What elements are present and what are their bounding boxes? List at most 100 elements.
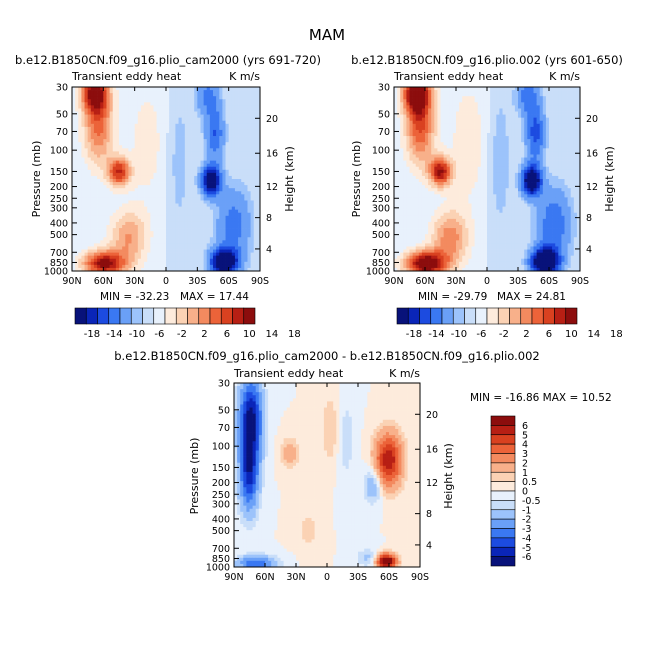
field-cell: [213, 185, 217, 189]
field-cell: [175, 142, 179, 146]
field-cell: [100, 249, 104, 253]
pressure-tick-label: 700: [50, 248, 68, 259]
field-cell: [400, 126, 404, 131]
field-cell: [90, 136, 95, 140]
field-cell: [162, 142, 167, 146]
field-cell: [394, 102, 398, 106]
field-cell: [153, 258, 157, 263]
field-cell: [222, 234, 226, 238]
field-cell: [247, 154, 251, 158]
field-cell: [409, 145, 413, 149]
field-cell: [178, 261, 183, 266]
field-cell: [206, 179, 211, 183]
field-cell: [197, 231, 201, 235]
field-cell: [103, 179, 107, 183]
field-cell: [527, 87, 531, 91]
field-cell: [549, 129, 553, 134]
field-cell: [166, 264, 170, 269]
field-cell: [75, 231, 79, 235]
field-cell: [90, 264, 95, 269]
field-cell: [175, 90, 179, 94]
field-cell: [570, 129, 575, 134]
field-cell: [253, 105, 258, 109]
field-cell: [514, 108, 519, 112]
field-cell: [100, 148, 104, 152]
field-cell: [194, 166, 198, 171]
field-cell: [122, 126, 126, 131]
field-cell: [502, 129, 506, 134]
field-cell: [576, 114, 581, 119]
field-cell: [194, 108, 198, 112]
field-cell: [244, 157, 248, 161]
field-cell: [573, 133, 578, 137]
field-cell: [521, 139, 525, 143]
field-cell: [137, 163, 142, 168]
field-cell: [78, 255, 82, 260]
field-cell: [191, 102, 195, 106]
field-cell: [468, 142, 472, 146]
field-cell: [147, 145, 151, 149]
field-cell: [493, 90, 497, 94]
field-cell: [244, 182, 248, 186]
field-cell: [567, 111, 572, 115]
field-cell: [78, 185, 82, 189]
field-cell: [203, 243, 208, 247]
field-cell: [122, 188, 126, 192]
field-cell: [570, 114, 575, 119]
field-cell: [219, 126, 223, 131]
field-cell: [78, 126, 82, 131]
field-cell: [530, 111, 534, 115]
field-cell: [219, 240, 223, 244]
field-cell: [181, 246, 186, 250]
field-cell: [253, 228, 258, 232]
field-cell: [483, 136, 488, 140]
field-cell: [140, 154, 145, 158]
field-cell: [122, 108, 126, 112]
field-cell: [97, 105, 101, 109]
field-cell: [228, 145, 233, 149]
field-cell: [487, 87, 491, 91]
field-cell: [216, 105, 220, 109]
field-cell: [200, 221, 204, 226]
field-cell: [200, 133, 204, 137]
field-cell: [477, 87, 482, 91]
field-cell: [93, 157, 98, 161]
field-cell: [134, 139, 139, 143]
field-cell: [187, 246, 192, 250]
field-cell: [203, 252, 208, 257]
field-cell: [449, 129, 454, 134]
field-cell: [474, 148, 479, 152]
field-cell: [147, 225, 151, 229]
field-cell: [446, 96, 451, 100]
field-cell: [159, 93, 164, 97]
field-cell: [97, 194, 101, 198]
field-cell: [181, 99, 186, 103]
field-cell: [137, 203, 142, 207]
field-cell: [465, 139, 469, 143]
field-cell: [440, 117, 444, 122]
field-cell: [505, 120, 510, 125]
field-cell: [175, 160, 179, 165]
field-cell: [213, 108, 217, 112]
field-cell: [137, 151, 142, 155]
field-cell: [490, 136, 494, 140]
field-cell: [425, 129, 429, 134]
field-cell: [150, 108, 154, 112]
field-cell: [238, 203, 242, 207]
field-cell: [187, 212, 192, 217]
field-cell: [128, 200, 132, 204]
field-cell: [78, 120, 82, 125]
field-cell: [234, 225, 239, 229]
field-cell: [493, 142, 497, 146]
field-cell: [128, 215, 132, 220]
field-cell: [564, 126, 568, 131]
field-cell: [468, 123, 472, 128]
field-cell: [449, 126, 454, 131]
field-cell: [456, 123, 460, 128]
field-cell: [109, 96, 114, 100]
field-cell: [87, 136, 92, 140]
field-cell: [100, 96, 104, 100]
field-cell: [397, 111, 401, 115]
field-cell: [131, 129, 136, 134]
field-cell: [197, 264, 201, 269]
